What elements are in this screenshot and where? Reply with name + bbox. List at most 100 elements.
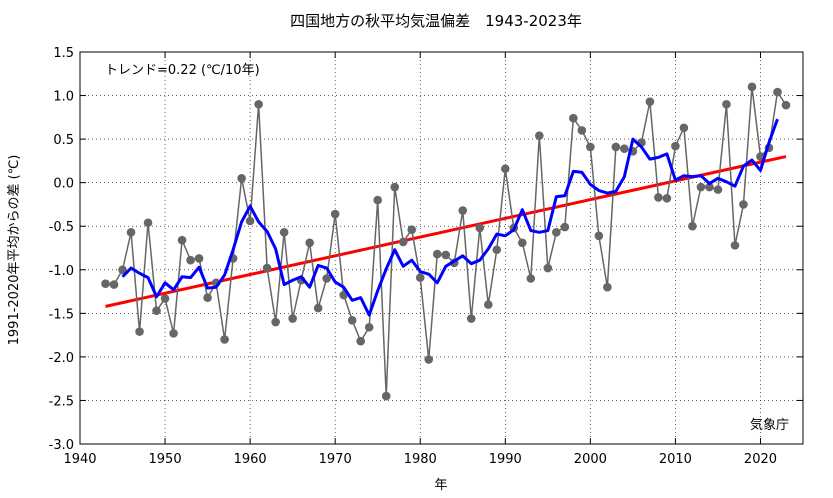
y-tick-label: 1.0 <box>53 90 74 105</box>
x-tick-label: 1960 <box>234 452 267 467</box>
trend-line <box>105 155 787 308</box>
moving-average-group <box>121 118 779 317</box>
y-tick-label: -1.0 <box>49 264 74 279</box>
annual-data-point <box>586 142 595 152</box>
annual-data-point <box>688 221 697 231</box>
annual-data-point <box>364 322 374 332</box>
annual-data-point <box>466 314 476 323</box>
x-tick-label: 1980 <box>404 452 437 467</box>
annual-data-point <box>347 316 357 325</box>
annual-data-point <box>415 273 425 282</box>
annual-data-point <box>679 123 689 133</box>
plot-frame <box>79 51 804 445</box>
annual-data-point <box>177 235 187 245</box>
annual-data-point <box>518 238 527 248</box>
annual-data-point <box>245 216 255 226</box>
annual-data-point <box>696 182 706 192</box>
annual-data-point <box>552 228 561 237</box>
annual-data-point <box>143 218 153 228</box>
annual-data-point <box>407 225 417 235</box>
annual-data-point <box>254 99 263 109</box>
annual-data-point <box>458 206 468 215</box>
x-tick-label: 1990 <box>489 452 522 467</box>
annual-data-point <box>577 126 587 135</box>
y-tick-label: -2.0 <box>49 351 74 366</box>
annual-data-point <box>662 194 672 203</box>
annual-data-point <box>313 303 323 313</box>
annual-data-point <box>671 141 680 151</box>
annual-data-point <box>535 131 544 140</box>
annual-data-point <box>492 245 502 255</box>
annual-series-line <box>105 86 787 397</box>
annual-data-point <box>611 142 621 152</box>
annual-data-point <box>330 209 340 219</box>
annual-data-point <box>271 317 280 327</box>
x-tick-label: 2020 <box>744 452 777 467</box>
annual-data-point <box>620 144 629 153</box>
y-axis-label: 1991-2020年平均からの差 (℃) <box>7 155 22 346</box>
annual-data-point <box>475 223 485 233</box>
annual-data-point <box>500 164 510 174</box>
annual-data-point <box>560 222 570 232</box>
annual-data-point <box>441 250 451 260</box>
annual-data-point <box>747 82 757 92</box>
x-tick-label: 1940 <box>63 452 96 467</box>
annual-data-point <box>722 99 731 109</box>
y-tick-label: 0.5 <box>53 133 74 148</box>
source-label: 気象庁 <box>750 417 789 433</box>
y-tick-label: 1.5 <box>53 46 74 61</box>
annual-data-point <box>398 237 408 247</box>
annual-data-point <box>322 274 331 283</box>
annual-data-point <box>194 254 204 263</box>
annual-data-point <box>543 263 553 273</box>
annual-data-point <box>432 249 442 259</box>
x-tick-label: 1970 <box>319 452 352 467</box>
axis-ticks: 1940 1950 1960 1970 1980 1990 2000 2010 2020 1.5 1… <box>49 46 803 467</box>
annual-data-point <box>569 113 578 123</box>
annual-data-point <box>109 280 119 289</box>
x-axis-label: 年 <box>434 478 447 493</box>
x-tick-label: 2000 <box>574 452 607 467</box>
annual-data-point <box>373 195 383 205</box>
gridlines <box>80 52 803 444</box>
annual-data-point <box>381 391 391 401</box>
chart-title: 四国地方の秋平均気温偏差 1943-2023年 <box>290 12 582 30</box>
annual-data-point <box>390 182 400 192</box>
annual-data-point <box>654 193 663 202</box>
annual-data-point <box>713 185 723 194</box>
moving-average-line <box>121 118 779 317</box>
y-tick-label: 0.0 <box>53 177 74 192</box>
y-tick-label: -3.0 <box>49 438 74 453</box>
annual-data-point <box>356 336 365 346</box>
annual-data-point <box>483 300 493 309</box>
trend-line-group <box>105 155 787 308</box>
annual-data-point <box>526 274 536 283</box>
annual-data-point <box>279 228 289 237</box>
annual-data-point <box>203 293 212 302</box>
annual-data-point <box>305 238 314 248</box>
y-tick-label: -1.5 <box>49 307 74 322</box>
annual-data-point <box>126 228 136 237</box>
annual-data-point <box>739 200 748 209</box>
annual-series-group <box>101 82 791 401</box>
annual-data-point <box>118 265 127 275</box>
annual-data-point <box>781 100 791 110</box>
x-tick-label: 1950 <box>149 452 182 467</box>
annual-data-point <box>186 255 195 265</box>
annual-data-point <box>730 241 740 250</box>
annual-data-point <box>220 335 229 344</box>
annual-data-point <box>152 306 161 316</box>
annual-data-point <box>645 97 655 106</box>
y-tick-label: -0.5 <box>49 220 74 235</box>
annual-data-point <box>262 263 272 273</box>
annual-data-point <box>237 174 246 183</box>
annual-data-point <box>424 355 434 364</box>
annual-data-point <box>603 282 612 292</box>
x-tick-label: 2010 <box>659 452 692 467</box>
trend-annotation: トレンド=0.22 (℃/10年) <box>105 63 260 78</box>
annual-data-point <box>288 314 297 323</box>
annual-data-point <box>773 87 782 97</box>
annual-data-point <box>101 279 110 289</box>
annual-data-point <box>135 327 144 336</box>
